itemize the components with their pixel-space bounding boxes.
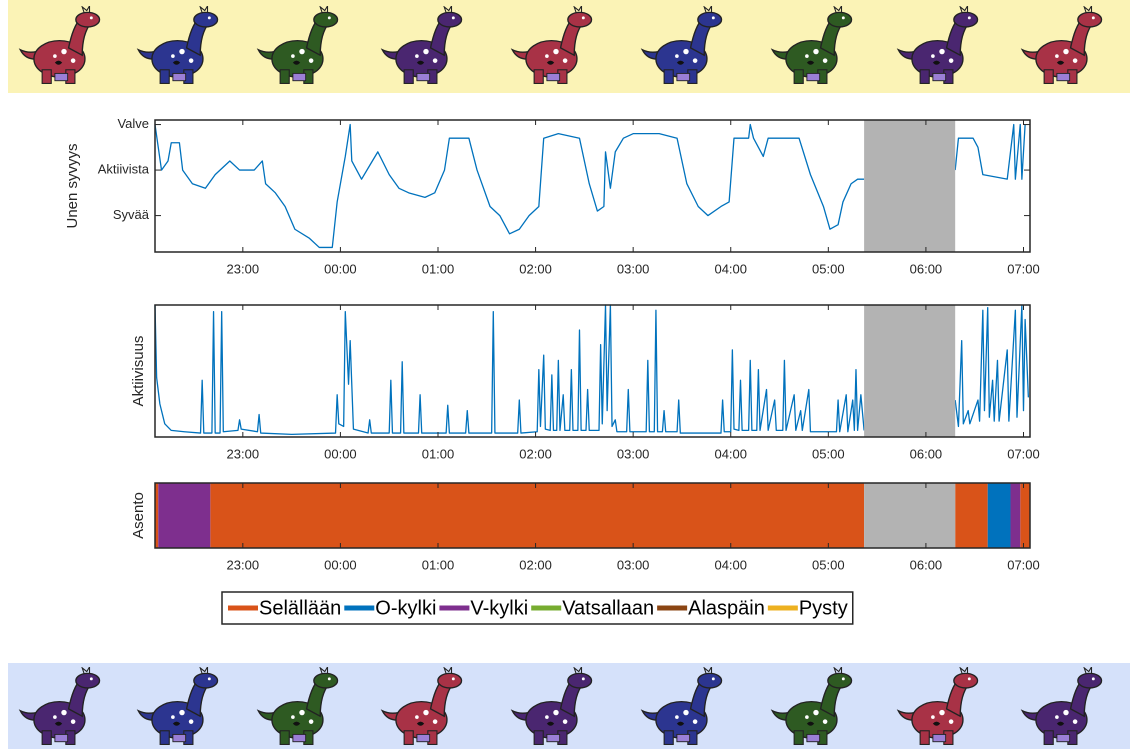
chart: 23:00 00:00 01:00 02:00 03:00 04:00 05:00 06:00… <box>0 0 1139 749</box>
x-tick-label: 03:00 <box>617 557 650 572</box>
legend-label: Vatsallaan <box>562 597 654 619</box>
position-segment <box>988 483 1011 548</box>
x-tick-label: 07:00 <box>1007 261 1040 276</box>
x-tick-label: 23:00 <box>227 557 260 572</box>
position-segment <box>1020 483 1030 548</box>
x-tick-label: 02:00 <box>519 557 552 572</box>
legend-label: Selällään <box>259 597 341 619</box>
panel: 23:00 00:00 01:00 02:00 03:00 04:00 05:00 06:00… <box>64 116 1040 276</box>
x-tick-label: 07:00 <box>1007 446 1040 461</box>
position-segment <box>210 483 864 548</box>
x-tick-label: 06:00 <box>910 557 943 572</box>
x-tick-label: 01:00 <box>422 557 455 572</box>
y-tick-label: Syvää <box>113 207 150 222</box>
missing-data-band <box>864 305 955 437</box>
missing-data-band <box>864 483 955 548</box>
x-tick-label: 01:00 <box>422 446 455 461</box>
x-tick-label: 04:00 <box>714 557 747 572</box>
position-segment <box>158 483 210 548</box>
position-segment <box>1010 483 1020 548</box>
x-tick-label: 23:00 <box>227 446 260 461</box>
missing-data-band <box>864 120 955 252</box>
y-axis-label: Asento <box>130 492 147 539</box>
x-tick-label: 02:00 <box>519 446 552 461</box>
x-tick-label: 06:00 <box>910 261 943 276</box>
x-tick-label: 06:00 <box>910 446 943 461</box>
legend-label: Alaspäin <box>688 597 765 619</box>
x-tick-label: 23:00 <box>227 261 260 276</box>
x-tick-label: 05:00 <box>812 261 845 276</box>
legend-label: Pysty <box>799 597 848 619</box>
x-tick-label: 03:00 <box>617 446 650 461</box>
x-tick-label: 00:00 <box>324 261 357 276</box>
panel: 23:00 00:00 01:00 02:00 03:00 04:00 05:00 06:00… <box>130 483 1040 572</box>
x-tick-label: 04:00 <box>714 446 747 461</box>
x-tick-label: 00:00 <box>324 557 357 572</box>
y-tick-label: Valve <box>117 116 149 131</box>
x-tick-label: 05:00 <box>812 446 845 461</box>
y-axis-label: Unen syvyys <box>64 143 81 228</box>
x-tick-label: 07:00 <box>1007 557 1040 572</box>
position-segment <box>955 483 988 548</box>
legend: Selällään O-kylki V-kylki Vatsallaan Alaspäi… <box>222 592 853 624</box>
x-tick-label: 01:00 <box>422 261 455 276</box>
x-tick-label: 05:00 <box>812 557 845 572</box>
x-tick-label: 02:00 <box>519 261 552 276</box>
x-tick-label: 03:00 <box>617 261 650 276</box>
legend-label: O-kylki <box>375 597 436 619</box>
y-tick-label: Aktiivista <box>98 162 150 177</box>
legend-label: V-kylki <box>470 597 528 619</box>
y-axis-label: Aktiivisuus <box>130 336 147 407</box>
x-tick-label: 00:00 <box>324 446 357 461</box>
page: 23:00 00:00 01:00 02:00 03:00 04:00 05:00 06:00… <box>0 0 1139 749</box>
x-tick-label: 04:00 <box>714 261 747 276</box>
panel: 23:00 00:00 01:00 02:00 03:00 04:00 05:00 06:00… <box>130 305 1040 461</box>
